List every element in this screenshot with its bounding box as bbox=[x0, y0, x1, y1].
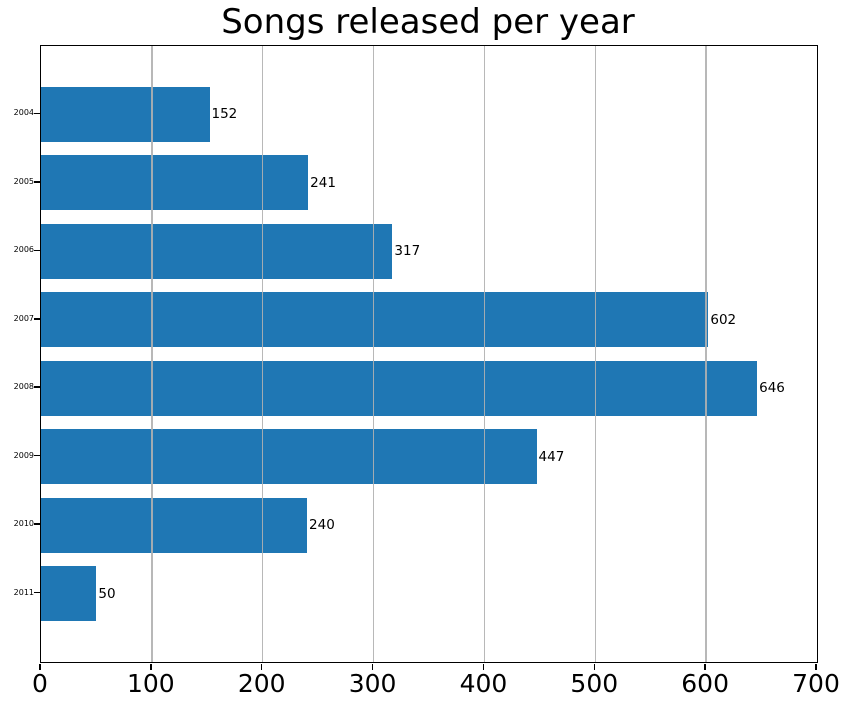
bar-2009 bbox=[41, 429, 537, 485]
y-tick-2011 bbox=[34, 591, 40, 594]
bar-value-label-2011: 50 bbox=[98, 585, 116, 602]
y-tick-label-2004: 2004 bbox=[13, 108, 34, 118]
y-tick-2010 bbox=[34, 523, 40, 525]
y-tick-2006 bbox=[34, 249, 40, 252]
x-tick-label-500: 500 bbox=[570, 669, 619, 698]
y-tick-label-2005: 2005 bbox=[13, 176, 34, 186]
x-tick-700 bbox=[815, 664, 817, 670]
bar-value-label-2004: 152 bbox=[211, 106, 238, 123]
y-tick-2005 bbox=[34, 181, 40, 183]
x-tick-label-700: 700 bbox=[792, 669, 840, 698]
x-tick-label-600: 600 bbox=[681, 669, 729, 698]
y-tick-label-2006: 2006 bbox=[13, 245, 34, 255]
x-tick-400 bbox=[482, 664, 485, 670]
y-tick-label-2007: 2007 bbox=[13, 313, 34, 323]
y-tick-label-2008: 2008 bbox=[13, 382, 34, 392]
bar-2004 bbox=[41, 86, 210, 142]
gridline-x-400 bbox=[483, 46, 486, 662]
y-tick-2008 bbox=[34, 386, 40, 388]
bar-value-label-2010: 240 bbox=[309, 517, 335, 534]
x-tick-300 bbox=[371, 664, 374, 670]
gridline-x-500 bbox=[594, 46, 597, 662]
bar-value-label-2008: 646 bbox=[759, 380, 785, 397]
x-tick-label-100: 100 bbox=[126, 669, 175, 698]
gridline-x-100 bbox=[151, 46, 153, 662]
x-tick-label-400: 400 bbox=[459, 669, 508, 698]
x-tick-100 bbox=[150, 664, 152, 670]
bar-value-label-2005: 241 bbox=[310, 174, 336, 191]
bar-value-label-2009: 447 bbox=[538, 448, 565, 465]
x-tick-label-200: 200 bbox=[237, 669, 286, 698]
x-tick-200 bbox=[260, 664, 263, 670]
bar-2011 bbox=[41, 566, 97, 622]
y-tick-2007 bbox=[34, 318, 40, 320]
bar-2008 bbox=[41, 360, 758, 416]
plot-area: 152 241 317 602 646 447 240 50 bbox=[40, 45, 818, 663]
bar-labels-layer: 152 241 317 602 646 447 240 50 bbox=[41, 46, 817, 662]
bar-2005 bbox=[41, 155, 309, 211]
x-tick-label-0: 0 bbox=[32, 669, 48, 698]
bar-value-label-2007: 602 bbox=[710, 311, 737, 328]
y-tick-2009 bbox=[34, 454, 40, 457]
x-tick-500 bbox=[593, 664, 596, 670]
y-tick-label-2010: 2010 bbox=[13, 519, 34, 529]
y-tick-2004 bbox=[34, 112, 40, 115]
gridline-x-300 bbox=[372, 46, 375, 662]
gridline-x-600 bbox=[705, 46, 707, 662]
gridline-x-200 bbox=[261, 46, 264, 662]
y-tick-label-2011: 2011 bbox=[13, 587, 34, 597]
bars-layer bbox=[41, 46, 817, 662]
y-tick-label-2009: 2009 bbox=[13, 450, 34, 460]
x-tick-label-300: 300 bbox=[348, 669, 397, 698]
bar-2006 bbox=[41, 223, 393, 279]
chart-title: Songs released per year bbox=[221, 2, 635, 42]
x-tick-0 bbox=[39, 664, 41, 670]
gridlines-layer bbox=[41, 46, 817, 662]
x-tick-600 bbox=[704, 664, 706, 670]
bar-value-label-2006: 317 bbox=[394, 243, 421, 260]
